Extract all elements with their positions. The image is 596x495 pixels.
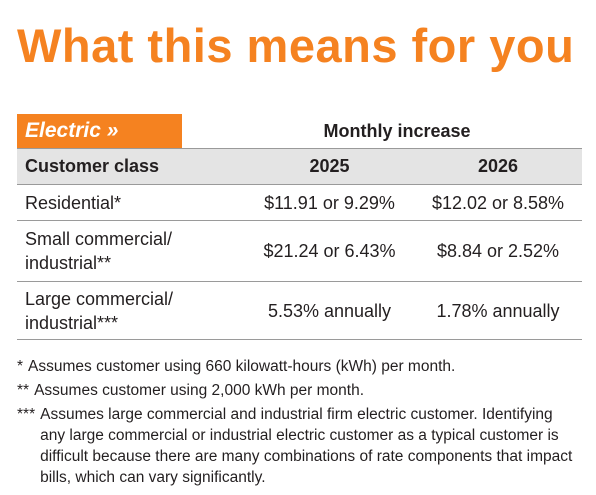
- table-top: Electric » Monthly increase: [17, 114, 582, 148]
- cell: Small commercial/ industrial**: [25, 229, 173, 273]
- footnote-text: Assumes customer using 660 kilowatt-hour…: [28, 358, 456, 375]
- column-header: 2025: [309, 156, 350, 176]
- table-row: Small commercial/ industrial** $21.24 or…: [17, 221, 582, 282]
- footnote-marker: *: [17, 358, 24, 375]
- footnote-marker: **: [17, 382, 30, 399]
- rate-table: Electric » Monthly increase Customer cla…: [17, 114, 582, 340]
- footnote-text: Assumes customer using 2,000 kWh per mon…: [34, 382, 365, 399]
- footnote-marker: ***: [17, 406, 36, 423]
- title: What this means for you: [17, 19, 575, 72]
- group-header: Monthly increase: [323, 120, 471, 141]
- footnotes: * Assumes customer using 660 kilowatt-ho…: [17, 356, 577, 491]
- cell: $12.02 or 8.58%: [431, 192, 565, 213]
- column-header: 2026: [477, 156, 519, 176]
- cell: Large commercial/ industrial***: [25, 288, 174, 333]
- cell: $11.91 or 9.29%: [264, 192, 395, 213]
- footnote: ** Assumes customer using 2,000 kWh per …: [17, 380, 577, 401]
- cell: $21.24 or 6.43%: [263, 241, 396, 261]
- footnote-text: Assumes large commercial and industrial …: [40, 406, 573, 486]
- footnote: * Assumes customer using 660 kilowatt-ho…: [17, 356, 577, 377]
- table-row: Residential* $11.91 or 9.29% $12.02 or 8…: [17, 185, 582, 221]
- footnote: *** Assumes large commercial and industr…: [17, 404, 577, 488]
- cell: $8.84 or 2.52%: [436, 241, 560, 261]
- header-row: Customer class 2025 2026: [17, 148, 582, 185]
- table-row: Large commercial/ industrial*** 5.53% an…: [17, 282, 582, 340]
- cell: 1.78% annually: [436, 300, 560, 321]
- column-header: Customer class: [25, 156, 160, 176]
- cell: 5.53% annually: [267, 300, 392, 321]
- section-label: Electric »: [17, 114, 182, 148]
- cell: Residential*: [25, 192, 122, 213]
